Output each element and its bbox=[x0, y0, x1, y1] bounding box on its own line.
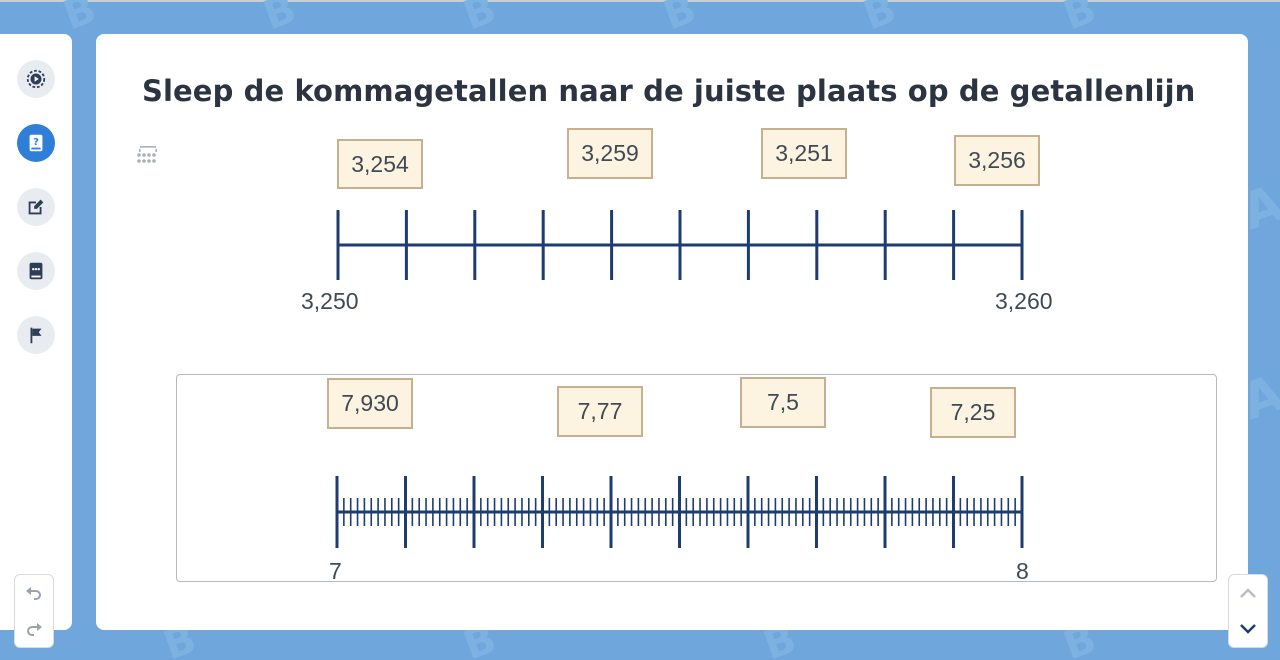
page-title: Sleep de kommagetallen naar de juiste pl… bbox=[142, 74, 1196, 108]
number-line-end-label: 8 bbox=[1016, 558, 1029, 584]
sidebar-item-notes[interactable] bbox=[17, 252, 55, 290]
chevron-down-icon bbox=[1240, 624, 1256, 634]
sidebar: ? bbox=[0, 34, 72, 630]
top-border bbox=[0, 0, 1280, 2]
scroll-up-button[interactable] bbox=[1228, 574, 1268, 612]
number-line-start-label: 3,250 bbox=[301, 288, 359, 314]
sidebar-item-flag[interactable] bbox=[17, 316, 55, 354]
draggable-number-chip[interactable]: 7,25 bbox=[930, 387, 1016, 438]
sidebar-item-play[interactable] bbox=[17, 60, 55, 98]
undo-icon bbox=[26, 587, 41, 600]
draggable-number-chip[interactable]: 7,77 bbox=[557, 386, 643, 437]
flag-icon bbox=[30, 327, 42, 344]
options-icon[interactable] bbox=[135, 144, 161, 166]
chat-book-icon bbox=[29, 262, 43, 280]
draggable-number-chip[interactable]: 7,930 bbox=[327, 378, 413, 429]
play-circle-icon bbox=[26, 69, 46, 89]
chevron-up-icon bbox=[1240, 588, 1256, 598]
sidebar-item-edit[interactable] bbox=[17, 188, 55, 226]
scroll-down-button[interactable] bbox=[1228, 611, 1268, 648]
undo-button[interactable] bbox=[14, 574, 54, 612]
redo-icon bbox=[27, 623, 42, 636]
sidebar-item-exercise[interactable]: ? bbox=[17, 124, 55, 162]
number-line-start-label: 7 bbox=[329, 558, 342, 584]
edit-icon bbox=[28, 199, 44, 215]
draggable-number-chip[interactable]: 3,254 bbox=[337, 139, 423, 189]
number-line-end-label: 3,260 bbox=[995, 288, 1053, 314]
draggable-number-chip[interactable]: 3,251 bbox=[761, 128, 847, 179]
book-question-icon: ? bbox=[29, 134, 43, 152]
redo-button[interactable] bbox=[14, 611, 54, 648]
draggable-number-chip[interactable]: 3,259 bbox=[567, 128, 653, 179]
draggable-number-chip[interactable]: 7,5 bbox=[740, 377, 826, 428]
svg-text:?: ? bbox=[33, 137, 39, 148]
draggable-number-chip[interactable]: 3,256 bbox=[954, 135, 1040, 186]
